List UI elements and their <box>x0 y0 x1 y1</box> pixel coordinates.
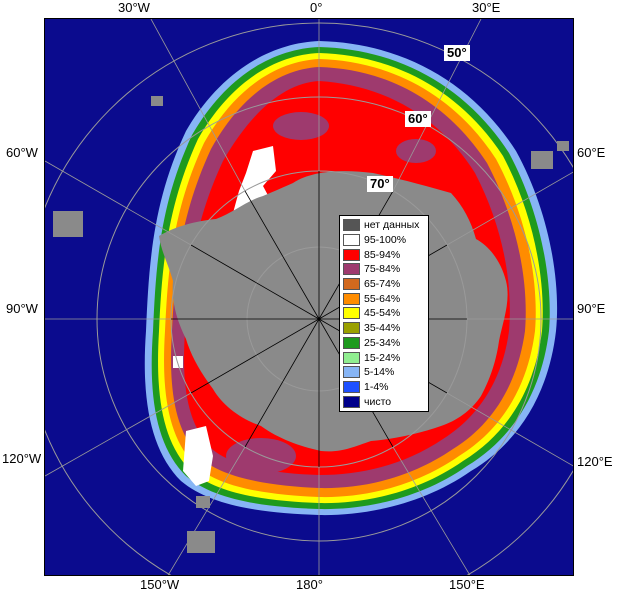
lon-label-30e: 30°E <box>472 0 501 15</box>
ice-pocket-75-84 <box>226 438 296 474</box>
sea-ice-map <box>44 18 574 576</box>
legend-item: чисто <box>343 394 426 409</box>
legend-item: 45-54% <box>343 306 426 321</box>
legend-swatch <box>343 219 360 232</box>
lon-label-120e: 120°E <box>577 454 613 469</box>
legend-swatch <box>343 248 360 261</box>
legend-swatch <box>343 351 360 364</box>
legend-item: 15-24% <box>343 350 426 365</box>
lon-label-150w: 150°W <box>140 577 180 592</box>
legend-swatch <box>343 380 360 393</box>
legend-swatch <box>343 263 360 276</box>
no-data-pixels <box>53 96 569 553</box>
legend-swatch <box>343 307 360 320</box>
lon-label-90e: 90°E <box>577 301 606 316</box>
lon-label-120w: 120°W <box>2 451 42 466</box>
lon-label-30w: 30°W <box>118 0 150 15</box>
legend-label: 75-84% <box>364 263 401 276</box>
legend-item: 55-64% <box>343 291 426 306</box>
legend-label: 5-14% <box>364 366 395 379</box>
legend-item: 5-14% <box>343 365 426 380</box>
lon-label-150e: 150°E <box>449 577 485 592</box>
lat-label-60: 60° <box>405 111 431 127</box>
legend-item: 75-84% <box>343 262 426 277</box>
lon-label-60w: 60°W <box>6 145 38 160</box>
ice-patch-95-100 <box>173 356 183 368</box>
legend-swatch <box>343 395 360 408</box>
legend-label: чисто <box>364 395 392 408</box>
legend-label: 1-4% <box>364 380 389 393</box>
lon-label-90w: 90°W <box>6 301 38 316</box>
lat-label-50: 50° <box>444 45 470 61</box>
legend-label: 15-24% <box>364 351 401 364</box>
legend-swatch <box>343 278 360 291</box>
legend-label: 65-74% <box>364 278 401 291</box>
legend-label: нет данных <box>364 219 420 232</box>
legend-swatch <box>343 322 360 335</box>
lat-label-70: 70° <box>367 176 393 192</box>
legend-item: 85-94% <box>343 247 426 262</box>
lon-label-0: 0° <box>310 0 323 15</box>
ice-patch-95-100 <box>183 426 213 486</box>
legend-item: нет данных <box>343 218 426 233</box>
meridians-outer <box>45 19 573 575</box>
ice-pocket-75-84 <box>396 139 436 163</box>
lon-label-60e: 60°E <box>577 145 606 160</box>
legend-item: 25-34% <box>343 336 426 351</box>
legend-swatch <box>343 234 360 247</box>
legend-item: 95-100% <box>343 233 426 248</box>
legend-item: 1-4% <box>343 380 426 395</box>
map-canvas <box>45 19 573 575</box>
legend-label: 55-64% <box>364 292 401 305</box>
legend-swatch <box>343 292 360 305</box>
legend-swatch <box>343 366 360 379</box>
ice-pocket-75-84 <box>273 112 329 140</box>
legend-label: 95-100% <box>364 234 407 247</box>
ice-concentration-legend: нет данных 95-100% 85-94% 75-84% 65-74% 55-64… <box>339 215 429 412</box>
legend-item: 35-44% <box>343 321 426 336</box>
legend-label: 35-44% <box>364 322 401 335</box>
lon-label-180: 180° <box>296 577 323 592</box>
legend-label: 25-34% <box>364 336 401 349</box>
legend-item: 65-74% <box>343 277 426 292</box>
legend-label: 85-94% <box>364 248 401 261</box>
legend-swatch <box>343 336 360 349</box>
legend-label: 45-54% <box>364 307 401 320</box>
